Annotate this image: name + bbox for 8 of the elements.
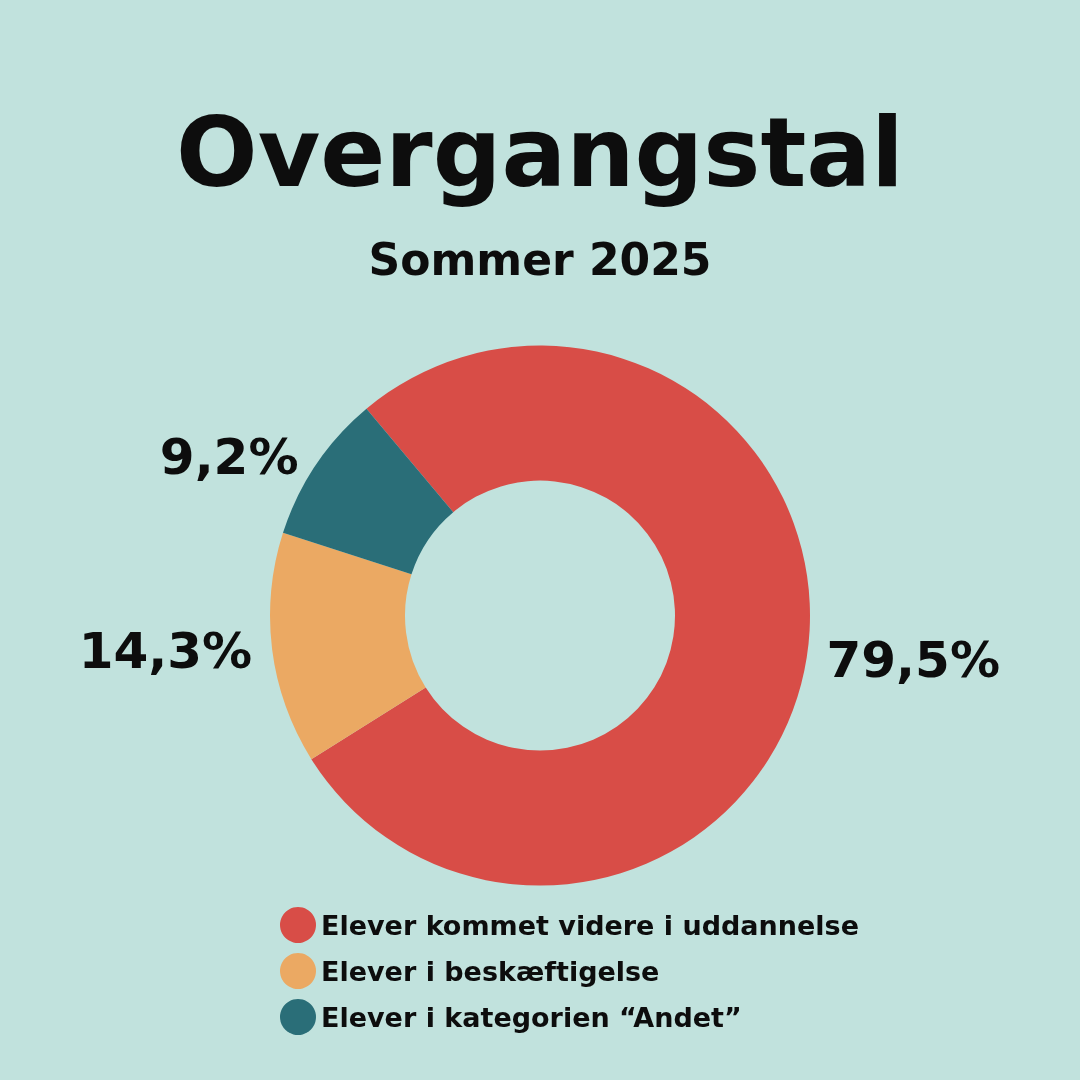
chart-subtitle: Sommer 2025 xyxy=(368,233,712,285)
legend-label: Elever kommet videre i uddannelse xyxy=(321,909,859,941)
data-label: 14,3% xyxy=(78,622,253,681)
legend-label: Elever i beskæftigelse xyxy=(321,955,660,987)
data-label: 9,2% xyxy=(159,427,299,486)
data-label: 79,5% xyxy=(826,630,1001,689)
chart-title: Overgangstal xyxy=(176,97,904,209)
legend-label: Elever i kategorien “Andet” xyxy=(321,1001,742,1033)
